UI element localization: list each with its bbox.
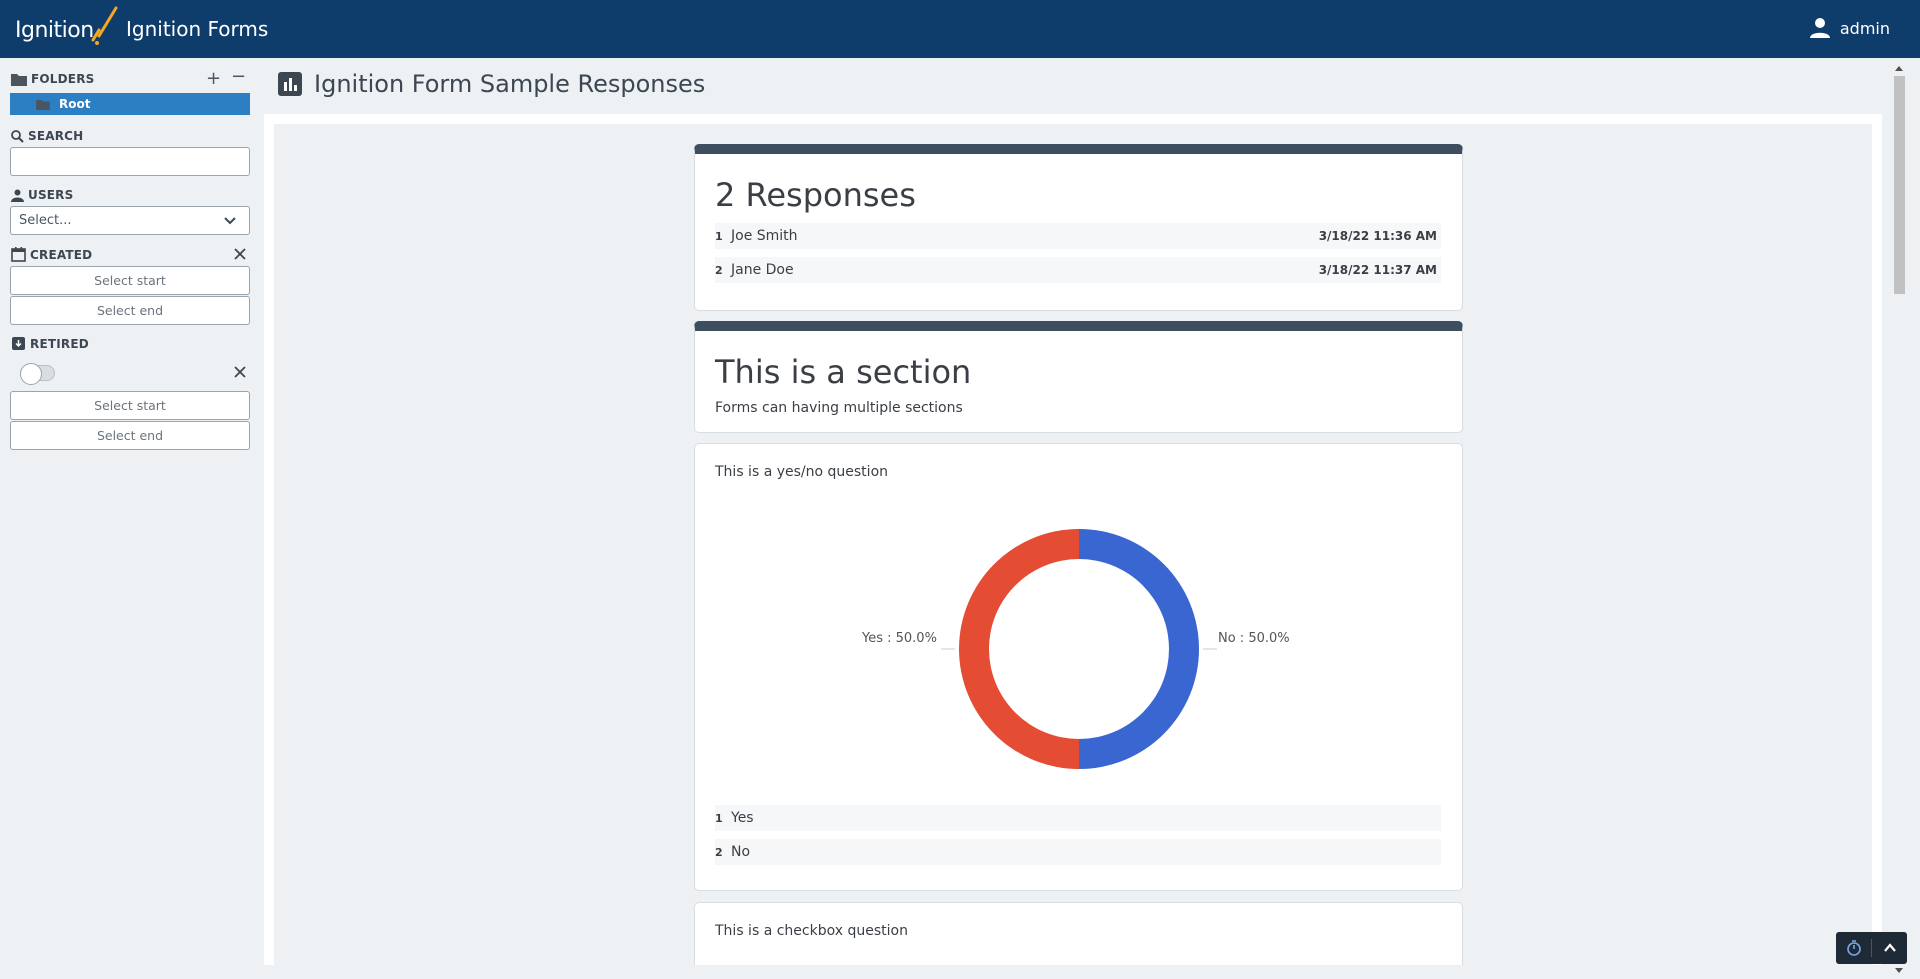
search-header: SEARCH (11, 129, 83, 143)
search-icon (11, 129, 24, 143)
retired-toggle[interactable] (20, 363, 55, 385)
users-select[interactable]: Select... (10, 206, 250, 235)
sidebar: FOLDERS + − Root SEARCH USERS Select... … (0, 58, 262, 979)
response-timestamp: 3/18/22 11:36 AM (1318, 229, 1437, 243)
question-label: This is a yes/no question (715, 464, 889, 480)
answer-text: No (731, 844, 751, 860)
clear-retired-button[interactable] (233, 365, 247, 381)
responses-card: 2 Responses 1 Joe Smith 3/18/22 11:36 AM… (694, 144, 1463, 311)
content-panel: 2 Responses 1 Joe Smith 3/18/22 11:36 AM… (264, 114, 1882, 965)
yes-slice-label: Yes : 50.0% (862, 631, 937, 646)
folders-header: FOLDERS (11, 72, 95, 86)
response-name: Joe Smith (731, 228, 798, 244)
yesno-donut-chart (941, 529, 1217, 769)
ignition-logo[interactable]: Ignition (15, 6, 120, 50)
archive-icon (12, 337, 25, 350)
add-folder-button[interactable]: + (206, 68, 222, 89)
created-start-field[interactable]: Select start (10, 266, 250, 295)
section-subtitle: Forms can having multiple sections (715, 400, 963, 416)
close-icon (234, 248, 246, 260)
response-name: Jane Doe (731, 262, 794, 278)
question-label: This is a checkbox question (715, 923, 908, 939)
no-slice-label: No : 50.0% (1218, 631, 1290, 646)
page-scrollbar[interactable] (1893, 76, 1905, 965)
checkbox-question-card: This is a checkbox question (694, 902, 1463, 965)
content-scroll-area[interactable]: 2 Responses 1 Joe Smith 3/18/22 11:36 AM… (274, 124, 1872, 965)
answer-number: 2 (715, 845, 723, 859)
answer-text: Yes (731, 810, 754, 826)
retired-end-field[interactable]: Select end (10, 421, 250, 450)
dock-toolbar (1836, 932, 1907, 964)
folders-label: FOLDERS (31, 72, 95, 86)
folder-label: Root (59, 97, 91, 111)
scrollbar-thumb[interactable] (1894, 76, 1905, 294)
created-label: CREATED (30, 247, 93, 262)
section-title: This is a section (715, 353, 972, 391)
stopwatch-icon (1846, 940, 1861, 956)
clear-created-button[interactable] (233, 247, 247, 263)
search-label: SEARCH (28, 129, 84, 143)
retired-label: RETIRED (30, 336, 89, 351)
response-row[interactable]: 2 Jane Doe 3/18/22 11:37 AM (715, 257, 1441, 283)
folder-icon (11, 73, 27, 86)
collapse-folder-button[interactable]: − (231, 66, 247, 87)
calendar-icon (11, 247, 26, 262)
section-card: This is a section Forms can having multi… (694, 321, 1463, 433)
bar-chart-icon (278, 72, 302, 96)
response-timestamp: 3/18/22 11:37 AM (1318, 263, 1437, 277)
user-icon (1809, 18, 1830, 38)
app-title: Ignition Forms (126, 17, 269, 41)
responses-heading: 2 Responses (715, 176, 916, 214)
username: admin (1839, 18, 1890, 38)
logo-text: Ignition (15, 18, 94, 43)
answer-row: 2 No (715, 839, 1441, 865)
timer-button[interactable] (1836, 932, 1871, 964)
response-number: 1 (715, 229, 723, 243)
logo-check-icon (91, 6, 118, 45)
created-end-field[interactable]: Select end (10, 296, 250, 325)
scroll-down-arrow[interactable] (1893, 965, 1905, 977)
scroll-up-icon (1895, 66, 1903, 71)
created-header: CREATED (11, 247, 92, 262)
yesno-question-card: This is a yes/no question Yes : 50.0% No… (694, 443, 1463, 891)
close-icon (234, 366, 246, 378)
retired-start-field[interactable]: Select start (10, 391, 250, 420)
folder-icon (36, 99, 50, 110)
expand-dock-button[interactable] (1872, 932, 1907, 964)
users-select-value: Select... (19, 213, 72, 228)
chevron-up-icon (1883, 943, 1896, 952)
user-icon (11, 189, 24, 202)
scroll-up-arrow[interactable] (1893, 62, 1905, 74)
donut-slice-yes[interactable] (959, 529, 1079, 769)
response-number: 2 (715, 263, 723, 277)
users-header: USERS (11, 188, 73, 202)
response-row[interactable]: 1 Joe Smith 3/18/22 11:36 AM (715, 223, 1441, 249)
app-header: Ignition Ignition Forms admin (0, 0, 1920, 58)
search-input[interactable] (10, 147, 250, 176)
page-title: Ignition Form Sample Responses (278, 70, 705, 98)
donut-slice-no[interactable] (1079, 529, 1199, 769)
users-label: USERS (28, 188, 74, 202)
page-title-text: Ignition Form Sample Responses (314, 70, 706, 98)
chevron-down-icon (224, 217, 236, 225)
user-menu[interactable]: admin (1809, 17, 1890, 39)
folder-item-root[interactable]: Root (10, 93, 250, 115)
answer-row: 1 Yes (715, 805, 1441, 831)
answer-number: 1 (715, 811, 723, 825)
retired-header: RETIRED (11, 336, 89, 351)
scroll-down-icon (1895, 968, 1903, 973)
